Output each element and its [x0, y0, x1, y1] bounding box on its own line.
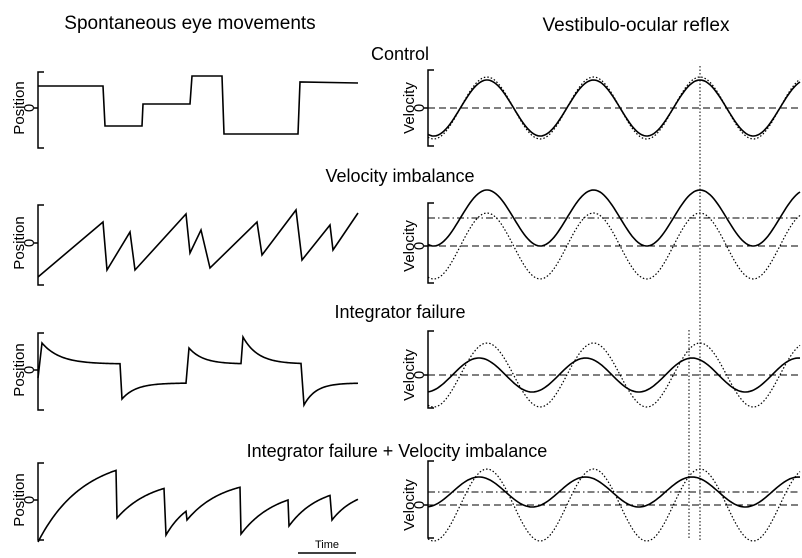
- position-trace: [37, 207, 359, 278]
- left-header: Spontaneous eye movements: [64, 13, 315, 34]
- zero-label: 0: [411, 242, 428, 250]
- velocity-label: Velocity: [401, 479, 418, 531]
- eye-velocity: [427, 357, 801, 393]
- axis: [34, 462, 44, 541]
- head-velocity: [427, 468, 801, 542]
- position-label: Position: [11, 473, 28, 526]
- position-label: Position: [11, 216, 28, 269]
- zero-label: 0: [21, 239, 38, 247]
- eye-velocity: [427, 476, 801, 508]
- axis: [424, 202, 434, 284]
- zero-label: 0: [411, 501, 428, 509]
- row-title: Velocity imbalance: [325, 166, 474, 186]
- zero-label: 0: [21, 104, 38, 112]
- position-trace: [38, 75, 359, 135]
- velocity-label: Velocity: [401, 349, 418, 401]
- axis: [34, 71, 44, 149]
- zero-label: 0: [21, 366, 38, 374]
- head-velocity: [427, 76, 801, 140]
- row-title: Integrator failure: [334, 302, 465, 322]
- eye-velocity: [427, 189, 801, 247]
- axis: [424, 460, 434, 539]
- zero-label: 0: [411, 104, 428, 112]
- position-trace: [37, 334, 359, 408]
- time-label: Time: [315, 539, 339, 551]
- position-label: Position: [11, 81, 28, 134]
- head-velocity: [427, 342, 801, 408]
- row-title: Control: [371, 44, 429, 64]
- right-header: Vestibulo-ocular reflex: [543, 15, 730, 36]
- zero-label: 0: [411, 371, 428, 379]
- velocity-label: Velocity: [401, 220, 418, 272]
- position-label: Position: [11, 343, 28, 396]
- axis: [424, 330, 434, 409]
- row-title: Integrator failure + Velocity imbalance: [247, 441, 548, 461]
- position-trace: [37, 469, 359, 543]
- zero-label: 0: [21, 496, 38, 504]
- velocity-label: Velocity: [401, 82, 418, 134]
- axis: [34, 204, 44, 286]
